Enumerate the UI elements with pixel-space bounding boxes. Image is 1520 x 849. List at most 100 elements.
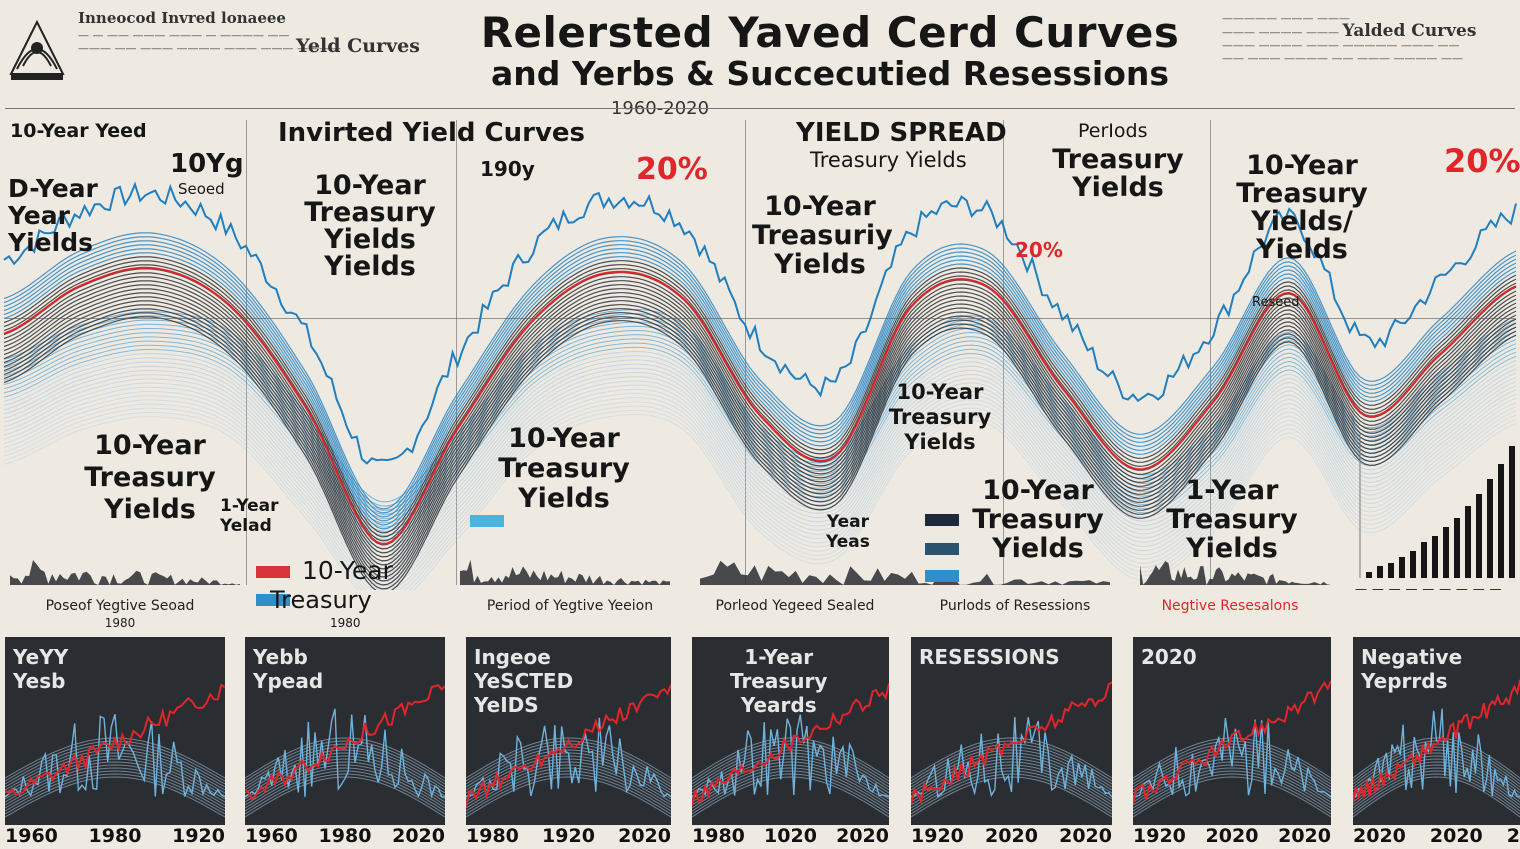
panel-chart xyxy=(5,683,225,818)
panel-band-line xyxy=(692,743,889,785)
panel-year-label: 2020 xyxy=(1429,825,1483,847)
label-190y: 190y xyxy=(480,157,535,181)
page-title-line2: and Yerbs & Succecutied Resessions xyxy=(490,54,1170,93)
panel-blue-series xyxy=(911,716,1112,798)
panel-band-line xyxy=(245,749,445,791)
panel-band-line xyxy=(466,746,671,788)
panel-chart xyxy=(245,684,445,818)
caption-2: Period of Yegtive Yeeion xyxy=(486,598,654,614)
label-1-year-yelad: 1-Year Yelad xyxy=(220,496,279,536)
label-10-year-yeed: 10-Year Yeed xyxy=(10,120,147,142)
mini-panel-4: 1-Year Treasury Yeards 1980 1020 2020 xyxy=(692,637,889,849)
band-line-light xyxy=(3,355,1517,549)
band-line-dark xyxy=(3,316,1517,590)
panel-red-series xyxy=(692,683,889,807)
panel-chart xyxy=(692,683,889,818)
panel-blue-series xyxy=(466,717,671,798)
band-line-dark xyxy=(3,308,1517,586)
panel-band-line xyxy=(5,758,225,800)
panel-blue-series xyxy=(245,708,445,799)
panel-band-line xyxy=(1133,773,1331,815)
panel-title: Yebb Ypead xyxy=(253,645,324,693)
band-line-dark xyxy=(3,300,1517,578)
sparkline-area-1 xyxy=(10,560,240,585)
label-seoed: Seoed xyxy=(178,180,225,198)
label-d-year-yields: D-Year Year Yields xyxy=(8,174,98,257)
right-header-note: ————— ——— ——— ——— ———— ——— Yalded Curves… xyxy=(1222,12,1477,65)
panel-band-line xyxy=(692,755,889,797)
panel-title: YeYY Yesb xyxy=(13,645,69,693)
caption-4: Purlods of Resessions xyxy=(939,598,1091,614)
mini-bar xyxy=(1377,566,1383,578)
band-line-light xyxy=(3,350,1517,545)
zero-line xyxy=(5,318,1515,319)
panel-year-axis: 1920 2020 2020 xyxy=(1133,825,1331,849)
mini-bar xyxy=(1443,527,1449,578)
panel-band-line xyxy=(1353,764,1520,806)
mini-panel-7: Negative Yeprrds 2020 2020 2 xyxy=(1353,637,1520,849)
panel-year-label: 1980 xyxy=(318,825,372,847)
swatch-navy-2 xyxy=(925,543,959,555)
label-20pct-a: 20% xyxy=(636,152,708,187)
band-line-dark xyxy=(3,256,1517,534)
panel-band-line xyxy=(692,764,889,806)
page-title-line1: Relersted Yaved Cerd Curves xyxy=(480,8,1180,57)
panel-band-line xyxy=(466,773,671,815)
mini-panel-1: YeYY Yesb 1960 1980 1920 xyxy=(5,637,225,849)
label-10-year-mid-low: 10-Year Treasury Yields xyxy=(888,380,992,454)
band-line-light xyxy=(3,409,1517,590)
band-line-light xyxy=(3,380,1517,574)
mini-panel-5: RESESSIONS 1920 2020 2020 xyxy=(911,637,1112,849)
seal-emblem xyxy=(5,14,69,84)
mini-bar xyxy=(1432,536,1438,578)
panel-band-line xyxy=(5,773,225,815)
band-line-light xyxy=(3,392,1517,587)
panel-band-line xyxy=(245,770,445,812)
panel-year-label: 1920 xyxy=(172,825,225,847)
band-line-dark xyxy=(3,232,1517,510)
panel-band-line xyxy=(692,767,889,809)
mini-bar xyxy=(1509,446,1515,578)
panel-band-line xyxy=(245,773,445,815)
band-line-light xyxy=(3,346,1517,541)
caption-1-year: 1980 xyxy=(104,616,136,630)
label-10yg: 10Yg xyxy=(170,149,244,179)
header-divider xyxy=(5,108,1515,109)
panel-blue-series xyxy=(1133,717,1331,798)
band-line-light xyxy=(3,405,1517,590)
panel-band-line xyxy=(1353,776,1520,818)
panel-year-axis: 1960 1980 1920 xyxy=(5,825,225,849)
panel-year-axis: 1920 2020 2020 xyxy=(911,825,1112,849)
band-line-dark xyxy=(3,292,1517,570)
band-line-light xyxy=(3,388,1517,583)
series-spread-line xyxy=(3,266,1517,545)
panel-band-line xyxy=(466,743,671,785)
panel-red-series xyxy=(5,683,225,797)
panel-band-line xyxy=(5,776,225,818)
swatch-light-blue xyxy=(470,515,504,527)
panel-year-label: 1960 xyxy=(245,825,298,847)
divider-3 xyxy=(745,120,746,585)
panel-year-label: 1920 xyxy=(911,825,964,847)
mini-bar xyxy=(1410,551,1416,578)
panel-band-line xyxy=(245,755,445,797)
caption-5: Negtive Resesalons xyxy=(1161,598,1299,614)
sparkline-area-4 xyxy=(1140,561,1330,585)
label-treasury-yields-sub: Treasury Yields xyxy=(810,148,967,172)
panel-title: Ingeoe YeSCTED YeIDS xyxy=(474,645,574,717)
label-year-yeas: Year Yeas xyxy=(826,512,870,552)
panel-title: Negative Yeprrds xyxy=(1361,645,1463,693)
label-inverted-yield-curves: Invirted Yield Curves xyxy=(278,118,586,148)
mini-bar xyxy=(1487,479,1493,578)
legend-label-treasury: Treasury xyxy=(270,586,372,614)
panel-band-line xyxy=(5,752,225,794)
mini-bar xyxy=(1465,506,1471,578)
panel-year-label: 2 xyxy=(1506,825,1520,847)
panel-year-label: 1960 xyxy=(5,825,58,847)
mini-bar xyxy=(1366,572,1372,578)
panel-blue-series xyxy=(5,714,225,798)
legend-swatch-blue xyxy=(256,594,290,606)
band-line-dark xyxy=(3,252,1517,530)
band-line-dark xyxy=(3,276,1517,554)
divider-5 xyxy=(1210,120,1211,585)
